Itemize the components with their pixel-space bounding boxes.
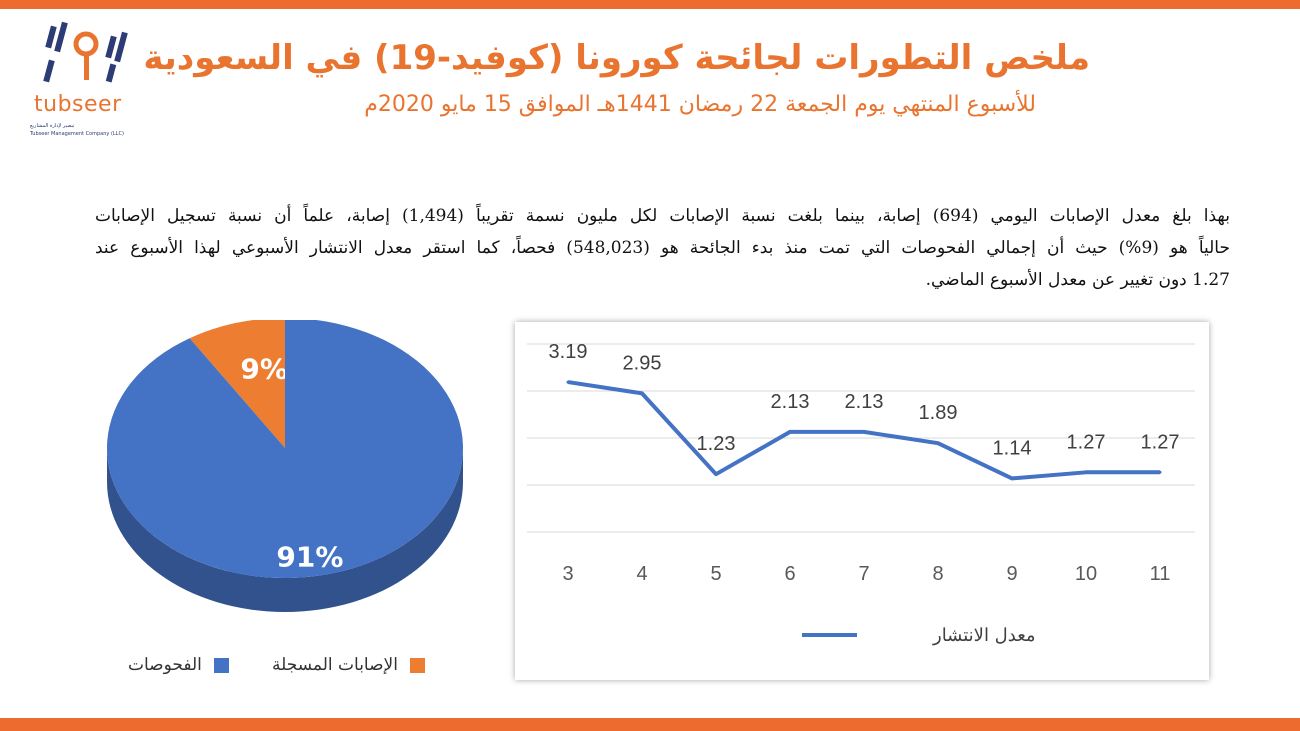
x-tick-label: 7 (858, 563, 869, 585)
data-point (862, 430, 866, 434)
top-accent-bar (0, 0, 1300, 9)
data-point (788, 430, 792, 434)
data-point (936, 441, 940, 445)
logo-wordmark: tubseer (34, 92, 122, 117)
line-legend-label: معدل الانتشار (932, 625, 1036, 646)
data-point (1084, 470, 1088, 474)
data-point (714, 472, 718, 476)
x-tick-label: 11 (1150, 563, 1171, 585)
x-tick-label: 4 (636, 563, 647, 585)
legend-swatch-tests (213, 657, 229, 673)
data-label: 2.95 (623, 352, 662, 374)
legend-label-tests: الفحوصات (128, 655, 202, 675)
pie-data-label: 91% (276, 541, 343, 574)
x-tick-label: 9 (1006, 563, 1017, 585)
logo-mark (43, 21, 128, 83)
pie-legend-item-tests: الفحوصات (128, 655, 229, 675)
pie-chart-svg: 9% 91% (107, 320, 463, 612)
data-point (640, 391, 644, 395)
x-tick-label: 10 (1075, 563, 1097, 585)
data-point (1158, 470, 1162, 474)
summary-line-3: 1.27 دون تغيير عن معدل الأسبوع الماضي. (925, 270, 1230, 290)
x-tick-label: 5 (710, 563, 721, 585)
pie-slice (189, 320, 285, 448)
x-tick-label: 3 (562, 563, 573, 585)
legend-swatch-cases (409, 657, 425, 673)
data-label: 1.27 (1141, 431, 1180, 453)
data-point (566, 380, 570, 384)
data-label: 1.27 (1067, 431, 1106, 453)
pie-chart: 9% 91% (95, 320, 485, 620)
x-tick-label: 6 (784, 563, 795, 585)
page-title: ملخص التطورات لجائحة كورونا (كوفيد-19) ف… (143, 38, 1090, 78)
data-label: 1.89 (919, 402, 958, 424)
data-point (1010, 476, 1014, 480)
summary-line-1: بهذا بلغ معدل الإصابات اليومي (694) إصاب… (95, 206, 1230, 226)
data-label: 3.19 (549, 341, 588, 363)
line-chart-card: 3.19 3 2.95 4 1.23 5 2.13 6 2.13 7 1.89 8 1.14 9 1.27 1… (515, 322, 1209, 680)
data-label: 2.13 (771, 391, 810, 413)
x-tick-label: 8 (932, 563, 943, 585)
data-label: 1.23 (697, 433, 736, 455)
data-label: 2.13 (845, 391, 884, 413)
line-chart-svg: 3.19 3 2.95 4 1.23 5 2.13 6 2.13 7 1.89 8 1.14 9 1.27 1… (527, 341, 1195, 646)
pie-slice (107, 320, 463, 578)
summary-paragraph: بهذا بلغ معدل الإصابات اليومي (694) إصاب… (95, 200, 1230, 296)
pie-side (107, 448, 463, 612)
bottom-accent-bar (0, 718, 1300, 731)
logo-tagline: تبصير لإدارة المشاريع (30, 123, 75, 129)
summary-line-2: حالياً هو (9%) حيث أن إجمالي الفحوصات ال… (95, 238, 1230, 258)
logo-company: Tubseer Management Company (LLC) (30, 131, 124, 137)
legend-label-cases: الإصابات المسجلة (272, 655, 398, 675)
pie-legend-item-cases: الإصابات المسجلة (272, 655, 425, 675)
pie-data-label: 9% (240, 353, 288, 386)
data-label: 1.14 (993, 437, 1032, 459)
page-subtitle: للأسبوع المنتهي يوم الجمعة 22 رمضان 1441… (364, 92, 1036, 117)
